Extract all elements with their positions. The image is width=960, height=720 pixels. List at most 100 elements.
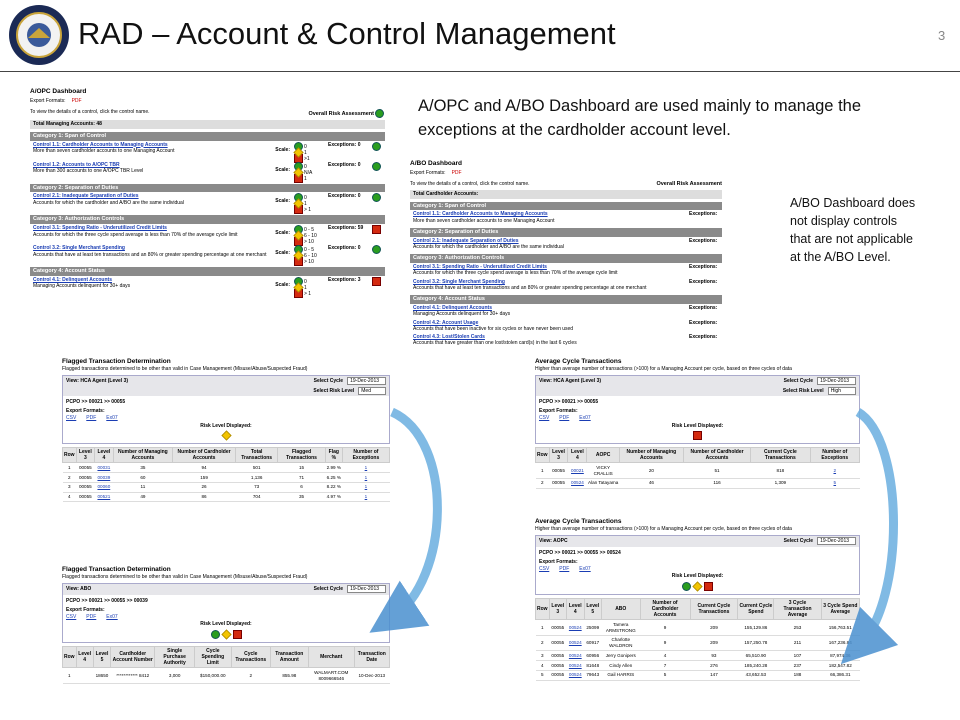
control: Control 3.2: Single Merchant Spending Acc… (410, 278, 722, 293)
control-link[interactable]: Control 2.1: Inadequate Separation of Du… (413, 237, 519, 244)
control-link[interactable]: Control 3.1: Spending Ratio - Underutili… (413, 264, 547, 271)
control-status: Exceptions: (689, 334, 719, 347)
total: Total Managing Accounts: 48 (30, 120, 385, 129)
aopc-dashboard: A/OPC Dashboard Export Formats: PDF To view… (30, 88, 385, 299)
cell: 00055 (549, 462, 568, 479)
control-info: Control 1.1: Cardholder Accounts to Mana… (413, 211, 554, 224)
cell: 65,510.90 (737, 650, 774, 662)
column-header: Current Cycle Transactions (750, 446, 811, 464)
control-link[interactable]: Control 3.1: Spending Ratio - Underutili… (33, 225, 167, 232)
cell: 253 (773, 619, 822, 636)
cell: 116 (683, 478, 751, 489)
control-info: Control 4.3: Lost/Stolen Cards Accounts t… (413, 334, 577, 347)
cell[interactable]: 1 (342, 472, 390, 483)
cell: 3 (535, 650, 550, 662)
risk-display: Risk Level Displayed: (63, 423, 389, 441)
export-link[interactable]: PDF (86, 415, 97, 422)
control-link[interactable]: Control 4.1: Delinquent Accounts (413, 305, 492, 311)
export-link[interactable]: Ex07 (579, 566, 591, 573)
cell[interactable]: 00021 (567, 462, 587, 479)
cell[interactable]: 00521 (94, 492, 114, 503)
cell[interactable]: 00524 (566, 660, 585, 671)
control-link[interactable]: Control 2.1: Inadequate Separation of Du… (33, 193, 139, 200)
control-link[interactable]: Control 1.1: Cardholder Accounts to Mana… (33, 141, 168, 148)
column-header: AOPC (586, 446, 620, 464)
export-link[interactable]: CSV (539, 415, 550, 422)
cell[interactable]: 5 (810, 478, 860, 489)
export-link[interactable]: CSV (539, 566, 550, 573)
view: View: ABO (66, 586, 92, 593)
control-desc: Accounts that have been inactive for six… (413, 325, 574, 332)
cell: Charlotte WALDRON (601, 635, 640, 652)
control-link[interactable]: Control 4.3: Lost/Stolen Cards (413, 334, 485, 340)
export-link[interactable]: PDF (451, 170, 462, 177)
cycle-dropdown[interactable]: 19-Dec-2013 (347, 585, 386, 594)
column-header: Number of Managing Accounts (618, 446, 684, 464)
export-label: Export Formats: (539, 558, 578, 565)
risk-icon (682, 581, 691, 591)
cell[interactable]: 2 (810, 462, 860, 479)
cell: 00055 (549, 478, 568, 489)
column-header: Number of Exceptions (809, 446, 861, 464)
export-link[interactable]: Ex07 (579, 415, 591, 422)
scale-row: 1 (293, 146, 325, 158)
header-rule (0, 71, 960, 72)
export-link[interactable]: Ex07 (106, 415, 118, 422)
cell[interactable]: 00524 (567, 478, 587, 489)
control-link[interactable]: Control 3.2: Single Merchant Spending (33, 245, 125, 252)
category-header: Category 3: Authorization Controls (30, 215, 385, 225)
cell[interactable]: 00060 (94, 482, 114, 493)
cell[interactable]: 00524 (566, 670, 585, 681)
cell: 157,250.78 (737, 635, 774, 652)
risk-dropdown[interactable]: High (827, 386, 856, 395)
cell[interactable]: 1 (342, 492, 390, 503)
export-link[interactable]: CSV (66, 614, 77, 621)
risk-select: Select Risk Level Med (313, 386, 386, 395)
control-status: Exceptions: (689, 264, 719, 277)
control: Control 3.1: Spending Ratio - Underutili… (410, 263, 722, 278)
table-row: 1 00055 00021 VICKY CRALLIS 20 51 818 2 (535, 462, 860, 479)
control-link[interactable]: Control 4.2: Account Usage (413, 319, 479, 326)
risk-dropdown[interactable]: Med (358, 386, 386, 395)
export-link[interactable]: PDF (86, 614, 97, 621)
control-info: Control 4.1: Delinquent Accounts Managing… (33, 277, 130, 295)
export-link[interactable]: PDF (559, 415, 570, 422)
risk-icon (372, 225, 381, 235)
control-link[interactable]: Control 1.1: Cardholder Accounts to Mana… (413, 211, 548, 218)
export-link[interactable]: PDF (559, 566, 570, 573)
control-link[interactable]: Control 1.2: Accounts to A/OPC TBR (33, 161, 120, 168)
export-link[interactable]: Ex07 (106, 614, 118, 621)
cycle-dropdown[interactable]: 19-Dec-2013 (817, 377, 856, 386)
cell: 188 (773, 670, 822, 681)
control-link[interactable]: Control 3.2: Single Merchant Spending (413, 278, 505, 285)
export-row: Export Formats: PDF (410, 170, 722, 176)
report-subtitle: Higher than average number of transactio… (535, 526, 792, 533)
column-header: 3 Cycle Spend Average (820, 597, 861, 621)
column-header: Cardholder Account Number (110, 645, 156, 669)
cycle-dropdown[interactable]: 19-Dec-2013 (347, 377, 386, 386)
export-link[interactable]: CSV (66, 415, 77, 422)
column-header: Transaction Amount (269, 645, 309, 669)
category-header: Category 3: Authorization Controls (410, 254, 722, 264)
control-link[interactable]: Control 4.1: Delinquent Accounts (33, 277, 112, 284)
export-link[interactable]: PDF (71, 98, 82, 105)
cell[interactable]: 00524 (566, 619, 585, 636)
cell: 46 (619, 478, 684, 489)
cell[interactable]: 00524 (566, 635, 585, 652)
cell: 9 (640, 635, 691, 652)
risk-icon (693, 430, 702, 440)
control-info: Control 3.1: Spending Ratio - Underutili… (413, 264, 618, 277)
cell[interactable]: 00031 (94, 462, 114, 474)
cell[interactable]: 1 (342, 462, 390, 474)
exceptions: Exceptions: 0 (328, 193, 361, 200)
risk-icon (220, 629, 232, 640)
cell[interactable]: 00039 (94, 472, 114, 483)
cell[interactable]: 00524 (566, 650, 585, 662)
control-desc: Accounts that have at least ten transact… (33, 251, 267, 258)
report-title: Average Cycle Transactions (535, 358, 622, 365)
cell: 60917 (584, 635, 602, 652)
cycle-dropdown[interactable]: 19-Dec-2013 (817, 537, 856, 546)
control-desc: Accounts for which the cardholder and A/… (33, 199, 184, 206)
cell[interactable]: 1 (342, 482, 390, 493)
